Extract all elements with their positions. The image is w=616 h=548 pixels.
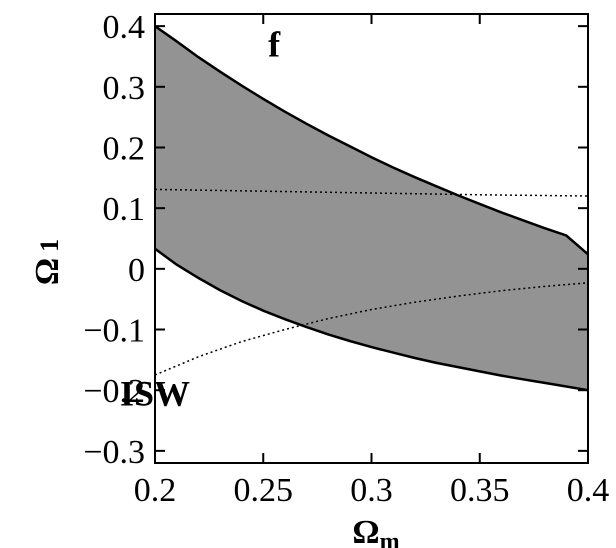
y-tick-label: 0.1	[103, 191, 146, 228]
annotation-f: f	[268, 24, 281, 64]
x-tick-label: 0.25	[234, 472, 294, 509]
shaded-band	[155, 26, 588, 391]
y-tick-label: 0.4	[103, 9, 146, 46]
dotted-curve-2	[154, 282, 589, 376]
y-axis-title: Ω1	[29, 239, 66, 285]
upper-curve-f	[154, 25, 589, 256]
dotted-curve-1	[154, 188, 589, 197]
axes: 0.2 0.25 0.3 0.35 0.4 −0.3 −0.2 −0.1 0 0.1 0.2 0.3 0…	[83, 9, 609, 509]
x-tick-label: 0.35	[450, 472, 510, 509]
y-tick-label: −0.1	[83, 313, 145, 350]
x-tick-label: 0.4	[567, 472, 610, 509]
x-tick-label: 0.2	[134, 472, 177, 509]
y-tick-label: −0.3	[83, 434, 145, 471]
y-tick-label: 0	[128, 252, 145, 289]
y-tick-label: 0.3	[103, 70, 146, 107]
y-tick-label: −0.2	[83, 373, 145, 410]
x-tick-label: 0.3	[350, 472, 393, 509]
lower-curve	[154, 247, 589, 392]
x-axis-title: Ωm	[352, 514, 399, 548]
y-tick-label: 0.2	[103, 130, 146, 167]
